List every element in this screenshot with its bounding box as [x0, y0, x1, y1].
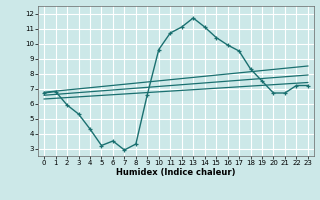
X-axis label: Humidex (Indice chaleur): Humidex (Indice chaleur) [116, 168, 236, 177]
